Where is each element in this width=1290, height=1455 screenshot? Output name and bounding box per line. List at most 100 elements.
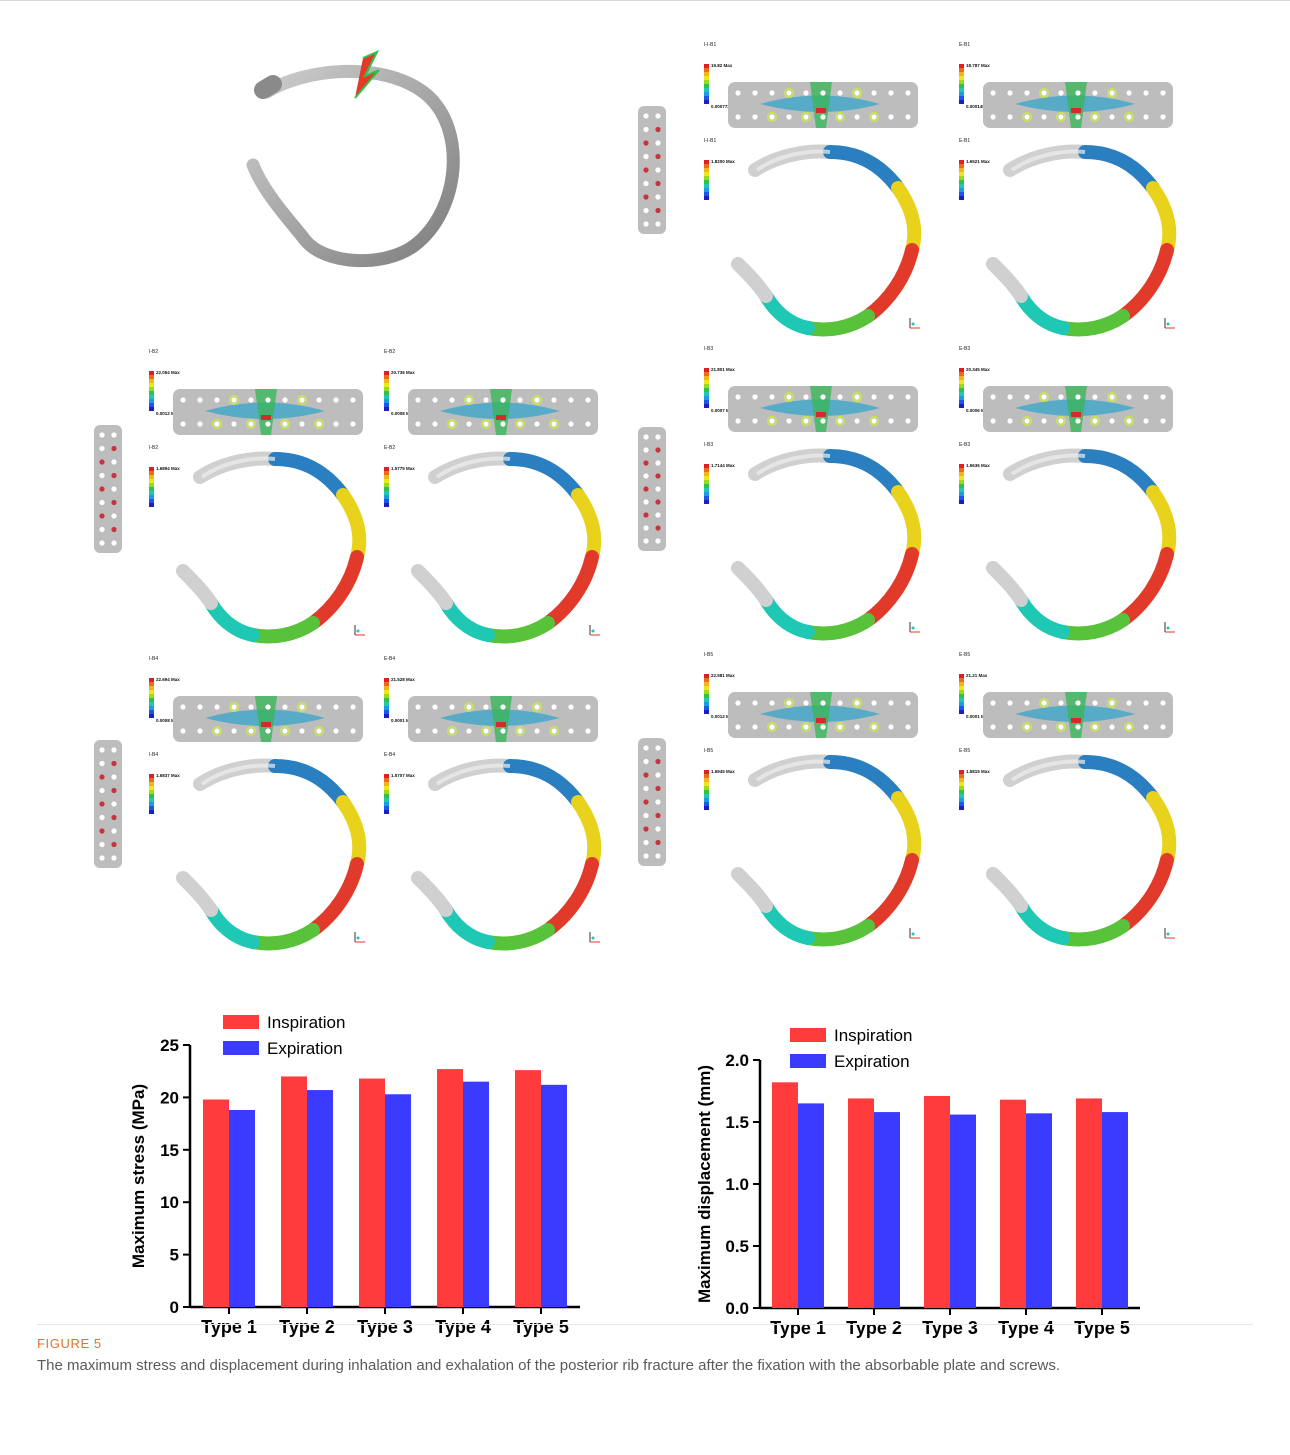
x-tick-label: Type 3 — [357, 1317, 413, 1337]
displacement-title: E-B1 — [959, 138, 970, 144]
displacement-max-label: 1.6837 Max — [156, 773, 180, 778]
bar-expiration-1 — [798, 1103, 824, 1308]
fea-panel-5: I-B3 21.801 Max 0.0007 Min I-B3 1.7144 Max — [704, 346, 922, 641]
stress-title: I-B5 — [704, 652, 713, 658]
fea-panel-8: E-B4 21.528 Max 0.0001 Min E-B4 1.5707 Max — [384, 656, 602, 951]
bar-inspiration-4 — [1000, 1099, 1026, 1308]
fea-panel-7: I-B4 22.694 Max 0.0008 Min I-B4 1.6837 Max — [149, 656, 367, 951]
displacement-title: E-B2 — [384, 445, 395, 451]
stress-min-label: 0.0001 Min — [966, 714, 989, 719]
fea-panel-10: E-B5 21.21 Max 0.0001 Min E-B5 1.5815 Max — [959, 652, 1177, 947]
stress-min-label: 0.000772 Min — [711, 104, 739, 109]
displacement-title: I-B3 — [704, 442, 713, 448]
deformed-rib — [176, 758, 367, 951]
bar-expiration-5 — [541, 1084, 567, 1307]
legend-label: Expiration — [267, 1039, 343, 1058]
displacement-max-label: 1.5707 Max — [391, 773, 415, 778]
y-tick-label: 25 — [160, 1036, 179, 1055]
displacement-max-label: 1.6894 Max — [156, 466, 180, 471]
displacement-max-label: 1.5815 Max — [966, 769, 990, 774]
y-tick-label: 0 — [170, 1298, 179, 1317]
displacement-title: E-B3 — [959, 442, 970, 448]
bar-inspiration-3 — [359, 1078, 385, 1307]
plate-vertical-type-5 — [638, 738, 666, 866]
stress-max-label: 22.054 Max — [156, 370, 180, 375]
stress-title: I-B3 — [704, 346, 713, 352]
plate-vertical-type-4 — [94, 740, 122, 868]
displacement-max-label: 1.5636 Max — [966, 463, 990, 468]
stress-title: E-B2 — [384, 349, 395, 355]
displacement-title: E-B4 — [384, 752, 395, 758]
deformed-rib — [986, 448, 1177, 641]
fea-panel-2: E-B1 18.787 Max 0.000145 Min E-B1 1.6521 Max — [959, 42, 1177, 337]
deformed-rib — [731, 144, 922, 337]
legend-label: Inspiration — [267, 1013, 345, 1032]
stress-title: I-B2 — [149, 349, 158, 355]
displacement-max-label: 1.5775 Max — [391, 466, 415, 471]
y-axis-label: Maximum displacement (mm) — [695, 1065, 714, 1303]
stress-max-label: 21.21 Max — [966, 673, 988, 678]
y-tick-label: 5 — [170, 1246, 179, 1265]
bar-inspiration-2 — [281, 1076, 307, 1307]
top-border — [0, 0, 1290, 1]
stress-max-label: 20.736 Max — [391, 370, 415, 375]
figure-label: FIGURE 5 — [37, 1336, 102, 1351]
deformed-rib — [731, 754, 922, 947]
y-tick-label: 20 — [160, 1088, 179, 1107]
legend-label: Inspiration — [834, 1026, 912, 1045]
stress-max-label: 20.345 Max — [966, 367, 990, 372]
deformed-rib — [731, 448, 922, 641]
stress-max-label: 18.787 Max — [966, 63, 990, 68]
bar-inspiration-2 — [848, 1098, 874, 1308]
bar-expiration-1 — [229, 1109, 255, 1307]
stress-max-label: 19.82 Max — [711, 63, 733, 68]
x-tick-label: Type 1 — [201, 1317, 257, 1337]
legend-label: Expiration — [834, 1052, 910, 1071]
stress-min-label: 0.0008 Min — [156, 718, 179, 723]
plate-vertical-type-2 — [94, 425, 122, 553]
stress-min-label: 0.0001 Min — [391, 718, 414, 723]
stress-title: E-B5 — [959, 652, 970, 658]
y-tick-label: 2.0 — [725, 1051, 749, 1070]
plate-vertical-type-3 — [638, 427, 666, 551]
deformed-rib — [986, 754, 1177, 947]
bar-expiration-5 — [1102, 1112, 1128, 1308]
fea-panel-4: E-B2 20.736 Max 0.0008 Min E-B2 1.5775 Max — [384, 349, 602, 644]
bar-expiration-3 — [385, 1094, 411, 1307]
plate-vertical-type-1 — [638, 106, 666, 234]
stress-min-label: 0.0008 Min — [391, 411, 414, 416]
bar-inspiration-5 — [1076, 1098, 1102, 1308]
bar-inspiration-4 — [437, 1069, 463, 1307]
bar-inspiration-5 — [515, 1070, 541, 1307]
stress-title: E-B3 — [959, 346, 970, 352]
displacement-title: I-B4 — [149, 752, 158, 758]
x-tick-label: Type 4 — [998, 1318, 1054, 1338]
stress-title: E-B1 — [959, 42, 970, 48]
deformed-rib — [411, 451, 602, 644]
x-tick-label: Type 4 — [435, 1317, 491, 1337]
legend-swatch — [790, 1028, 826, 1042]
stress-title: I-B4 — [149, 656, 158, 662]
fea-panel-3: I-B2 22.054 Max 0.0012 Min I-B2 1.6894 Max — [149, 349, 367, 644]
displacement-title: I-B2 — [149, 445, 158, 451]
stress-min-label: 0.0007 Min — [711, 408, 734, 413]
legend-swatch — [223, 1015, 259, 1029]
bar-inspiration-3 — [924, 1095, 950, 1308]
displacement-max-label: 1.6521 Max — [966, 159, 990, 164]
bar-inspiration-1 — [772, 1082, 798, 1308]
stress-title: I-I-B1 — [704, 42, 716, 48]
stress-max-label: 22.581 Max — [711, 673, 735, 678]
displacement-title: I-B5 — [704, 748, 713, 754]
stress-min-label: 0.000145 Min — [966, 104, 994, 109]
stress-max-label: 21.801 Max — [711, 367, 735, 372]
figure-caption: The maximum stress and displacement duri… — [37, 1357, 1061, 1374]
fea-panel-9: I-B5 22.581 Max 0.0012 Min I-B5 1.6945 Max — [704, 652, 922, 947]
deformed-rib — [411, 758, 602, 951]
x-tick-label: Type 5 — [1074, 1318, 1130, 1338]
stress-bar-chart: 0 5 10 15 20 25 Maximum stress (MPa) Type 1 Type… — [129, 1013, 580, 1337]
x-tick-label: Type 1 — [770, 1318, 826, 1338]
bar-expiration-4 — [1026, 1113, 1052, 1308]
bar-expiration-3 — [950, 1114, 976, 1308]
displacement-max-label: 1.8200 Max — [711, 159, 735, 164]
fea-panel-1: I-I-B1 19.82 Max 0.000772 Min I-I-B1 1.8200 … — [704, 42, 922, 337]
